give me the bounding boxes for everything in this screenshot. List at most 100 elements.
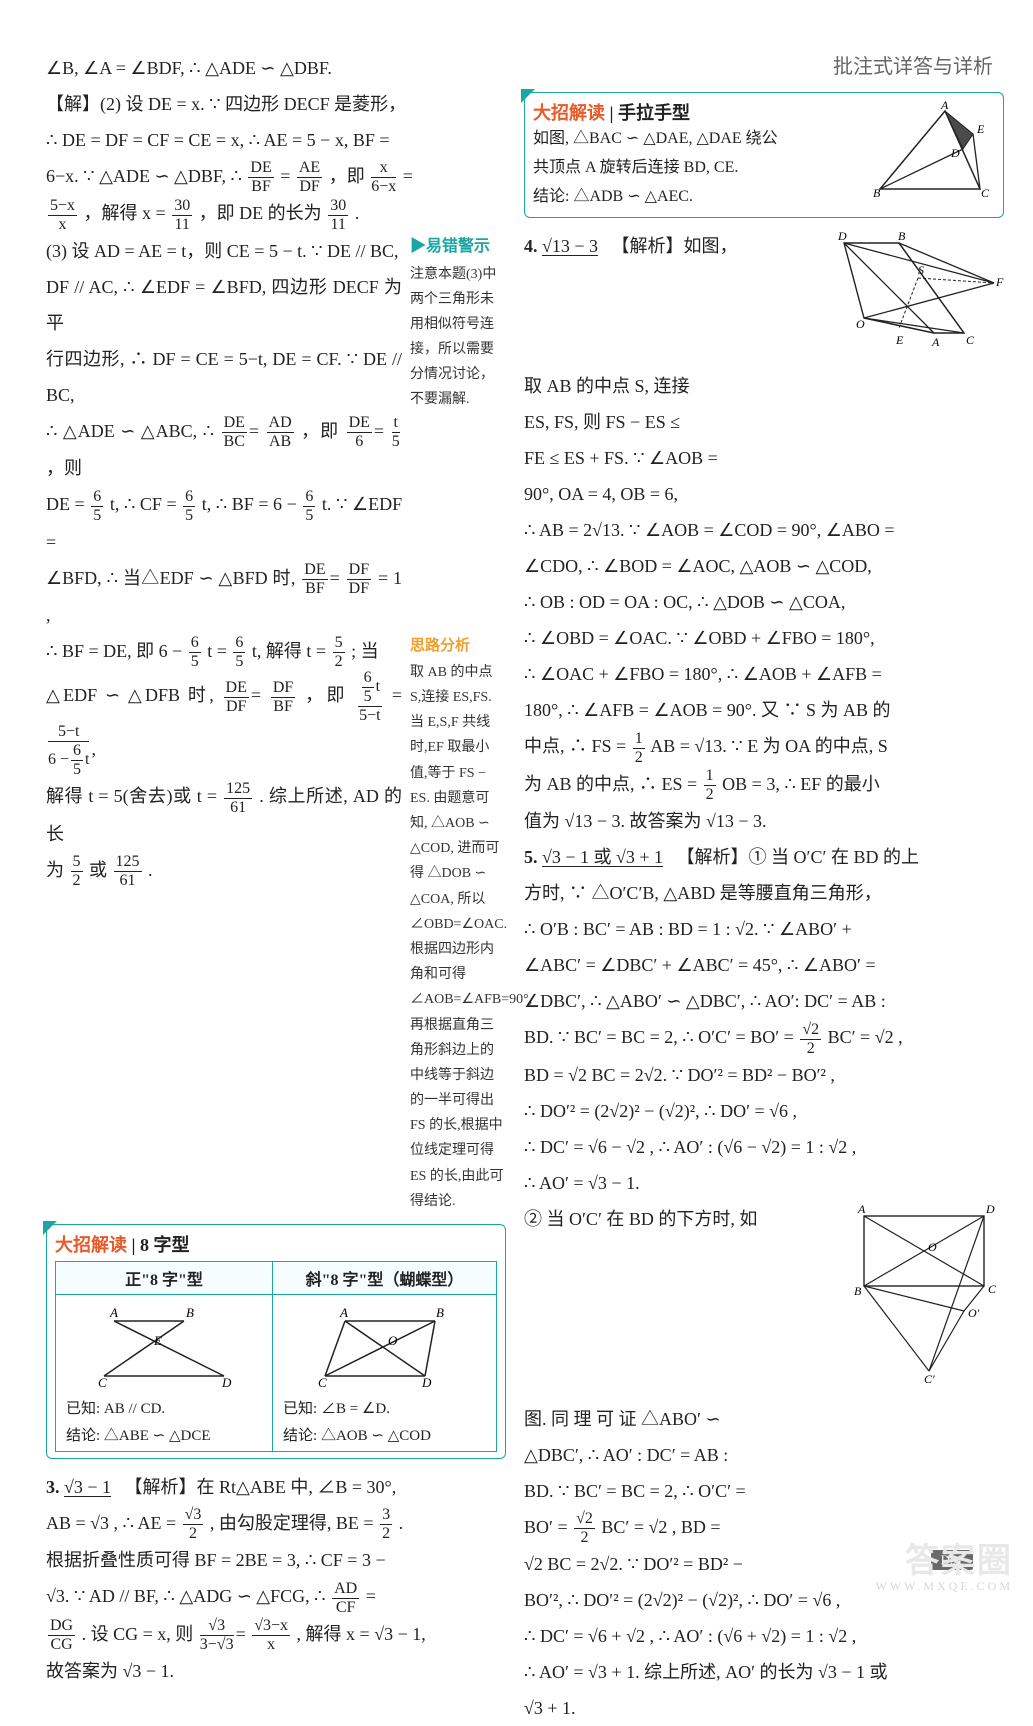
q5-diagram: A D B C O O′ C′ bbox=[844, 1201, 1004, 1401]
text-line: DE = 65 t, ∴ CF = 65 t, ∴ BF = 6 − 65 t.… bbox=[46, 486, 402, 559]
text-line: 5−xx ，解得 x = 3011 ，即 DE 的长为 3011 . bbox=[46, 195, 506, 232]
text: t, ∴ CF = bbox=[110, 494, 177, 514]
svg-text:B: B bbox=[186, 1305, 194, 1320]
text: DE = bbox=[46, 494, 85, 514]
eight-type-table: 正"8 字"型 斜"8 字"型（蝴蝶型） A B C D bbox=[55, 1261, 497, 1452]
svg-text:C: C bbox=[318, 1375, 327, 1390]
text-line: BD. ∵ BC′ = BC = 2, ∴ O′C′ = BO′ = √22 B… bbox=[524, 1019, 1004, 1056]
q3-line: 3. √3 − 1 【解析】在 Rt△ABE 中, ∠B = 30°, bbox=[46, 1469, 506, 1505]
text-line: ∴ O′B : BC′ = AB : BD = 1 : √2. ∵ ∠ABO′ … bbox=[524, 911, 1004, 947]
note-body: 注意本题(3)中两个三角形未用相似符号连接，所以需要分情况讨论，不要漏解. bbox=[410, 262, 506, 413]
svg-text:O: O bbox=[856, 317, 865, 331]
text: t, ∴ BF = 6 − bbox=[202, 494, 297, 514]
text: ② 当 O′C′ 在 BD 的下方时, 如 bbox=[524, 1209, 757, 1229]
text-line: ∠CDO, ∴ ∠BOD = ∠AOC, △AOB ∽ △COD, bbox=[524, 548, 1004, 584]
svg-text:D: D bbox=[421, 1375, 432, 1390]
text-line: ∴ AO′ = √3 − 1. bbox=[524, 1165, 1004, 1201]
fraction: AEDF bbox=[297, 160, 322, 195]
fraction: √3−xx bbox=[252, 1618, 290, 1653]
watermark: 答案圈 bbox=[905, 1533, 1013, 1582]
text: ，即 bbox=[329, 166, 365, 186]
fraction: 3011 bbox=[172, 198, 192, 233]
text: , 由勾股定理得, BE = bbox=[210, 1513, 374, 1533]
text-line: 中点, ∴ FS = 12 AB = √13. ∵ E 为 OA 的中点, S bbox=[524, 728, 1004, 765]
fraction: 65 bbox=[91, 489, 103, 524]
text-line: ∴ BF = DE, 即 6 − 65 t = 65 t, 解得 t = 52 … bbox=[46, 633, 402, 670]
svg-text:A: A bbox=[940, 99, 949, 112]
text-line: DGCG . 设 CG = x, 则 √33−√3= √3−xx , 解得 x … bbox=[46, 1616, 506, 1653]
svg-text:D: D bbox=[985, 1202, 995, 1216]
fraction: DEBC bbox=[222, 415, 247, 450]
table-cell: A B C D O 已知: ∠B = ∠D. 结论: △AOB ∽ △COD bbox=[273, 1295, 497, 1452]
svg-text:D: D bbox=[221, 1375, 232, 1390]
fraction: 65 bbox=[189, 635, 201, 670]
svg-text:A: A bbox=[857, 1202, 866, 1216]
table-header: 斜"8 字"型（蝴蝶型） bbox=[273, 1262, 497, 1295]
svg-text:A: A bbox=[931, 335, 940, 349]
text: ，解得 x = bbox=[84, 203, 166, 223]
text-line: AB = √3 , ∴ AE = √32 , 由勾股定理得, BE = 32 . bbox=[46, 1505, 506, 1542]
fraction: √33−√3 bbox=[200, 1618, 234, 1653]
handshake-diagram: A B C D E bbox=[865, 99, 995, 199]
fraction: 65 bbox=[303, 489, 315, 524]
text-line: ∠ABC′ = ∠DBC′ + ∠ABC′ = 45°, ∴ ∠ABO′ = bbox=[524, 947, 1004, 983]
text: t, 解得 t = bbox=[252, 641, 326, 661]
text-line: ∠DBC′, ∴ △ABO′ ∽ △DBC′, ∴ AO′: DC′ = AB … bbox=[524, 983, 1004, 1019]
text-line: 为 52 或 12561 . bbox=[46, 852, 402, 889]
fraction: 52 bbox=[333, 635, 345, 670]
text-line: 值为 √13 − 3. 故答案为 √13 − 3. bbox=[524, 803, 1004, 839]
text-line: ∴ DE = DF = CF = CE = x, ∴ AE = 5 − x, B… bbox=[46, 122, 506, 158]
svg-text:S: S bbox=[918, 263, 924, 277]
known-text: 已知: ∠B = ∠D. bbox=[279, 1393, 490, 1420]
text: AB = √3 , ∴ AE = bbox=[46, 1513, 176, 1533]
text-line: ∴ AO′ = √3 + 1. 综上所述, AO′ 的长为 √3 − 1 或 bbox=[524, 1654, 1004, 1690]
fraction: 5−xx bbox=[48, 198, 77, 233]
text-line: ∴ △ADE ∽ △ABC, ∴ DEBC= ADAB ，即 DE6= t5 ，… bbox=[46, 413, 402, 486]
svg-text:O: O bbox=[388, 1333, 398, 1348]
text-line: √3. ∵ AD // BF, ∴ △ADG ∽ △FCG, ∴ ADCF = bbox=[46, 1578, 506, 1615]
svg-text:C: C bbox=[98, 1375, 107, 1390]
text: AB = √13. ∵ E 为 OA 的中点, S bbox=[650, 736, 888, 756]
q5-line: 5. √3 − 1 或 √3 + 1 【解析】① 当 O′C′ 在 BD 的上 bbox=[524, 839, 1004, 875]
text-with-margin2: ∴ BF = DE, 即 6 − 65 t = 65 t, 解得 t = 52 … bbox=[46, 633, 506, 1214]
text-line: FE ≤ ES + FS. ∵ ∠AOB = bbox=[524, 440, 1004, 476]
text: 6−x. ∵ △ADE ∽ △DBF, ∴ bbox=[46, 166, 242, 186]
text-line: ∴ OB : OD = OA : OC, ∴ △DOB ∽ △COA, bbox=[524, 584, 1004, 620]
text: 【解析】如图， bbox=[612, 236, 738, 256]
text: t = bbox=[207, 641, 227, 661]
text-line: A D B C O O′ C′ ② 当 O′C′ 在 BD 的下方时, 如 bbox=[524, 1201, 1004, 1401]
svg-text:C: C bbox=[988, 1282, 997, 1296]
eight-diagram-2: A B C D O bbox=[310, 1301, 460, 1391]
fraction: DE6 bbox=[347, 415, 372, 450]
fraction: ADAB bbox=[267, 415, 294, 450]
fraction: 12 bbox=[704, 768, 716, 803]
svg-text:C: C bbox=[966, 333, 975, 347]
fraction: √22 bbox=[800, 1022, 821, 1057]
text-line: 故答案为 √3 − 1. bbox=[46, 1653, 506, 1689]
text: = bbox=[403, 166, 413, 186]
fraction: √22 bbox=[574, 1511, 595, 1546]
text: , 解得 x = √3 − 1, bbox=[297, 1624, 426, 1644]
text: 为 bbox=[46, 860, 64, 880]
svg-text:F: F bbox=[995, 275, 1004, 289]
text-line: 90°, OA = 4, OB = 6, bbox=[524, 476, 1004, 512]
conclusion-text: 结论: △AOB ∽ △COD bbox=[279, 1420, 490, 1447]
margin-note-error: ▶易错警示 注意本题(3)中两个三角形未用相似符号连接，所以需要分情况讨论，不要… bbox=[410, 233, 506, 633]
text-line: BD = √2 BC = 2√2. ∵ DO′² = BD² − BO′² , bbox=[524, 1057, 1004, 1093]
text: √3. ∵ AD // BF, ∴ △ADG ∽ △FCG, ∴ bbox=[46, 1586, 326, 1606]
trick-subtitle: 8 字型 bbox=[140, 1235, 190, 1255]
table-header: 正"8 字"型 bbox=[56, 1262, 273, 1295]
text-line: △EDF ∽ △DFB 时, DEDF= DFBF ，即 65t 5−t = 5… bbox=[46, 670, 402, 778]
page-header: 批注式详答与详析 bbox=[833, 50, 993, 79]
svg-text:C′: C′ bbox=[924, 1372, 935, 1386]
text-line: ES, FS, 则 FS − ES ≤ bbox=[524, 404, 1004, 440]
fraction: ADCF bbox=[332, 1581, 359, 1616]
text-line: 180°, ∴ ∠AFB = ∠AOB = 90°. 又 ∵ S 为 AB 的 bbox=[524, 692, 1004, 728]
text: ∴ △ADE ∽ △ABC, ∴ bbox=[46, 421, 214, 441]
svg-text:D: D bbox=[950, 146, 960, 160]
text-line: △DBC′, ∴ AO′ : DC′ = AB : bbox=[524, 1437, 1004, 1473]
svg-text:O: O bbox=[928, 1240, 937, 1254]
text-line: ∴ DC′ = √6 + √2 , ∴ AO′ : (√6 + √2) = 1 … bbox=[524, 1618, 1004, 1654]
text: . bbox=[355, 203, 360, 223]
text: . bbox=[399, 1513, 404, 1533]
